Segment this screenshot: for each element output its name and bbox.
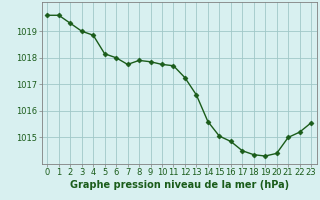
X-axis label: Graphe pression niveau de la mer (hPa): Graphe pression niveau de la mer (hPa) <box>70 180 289 190</box>
